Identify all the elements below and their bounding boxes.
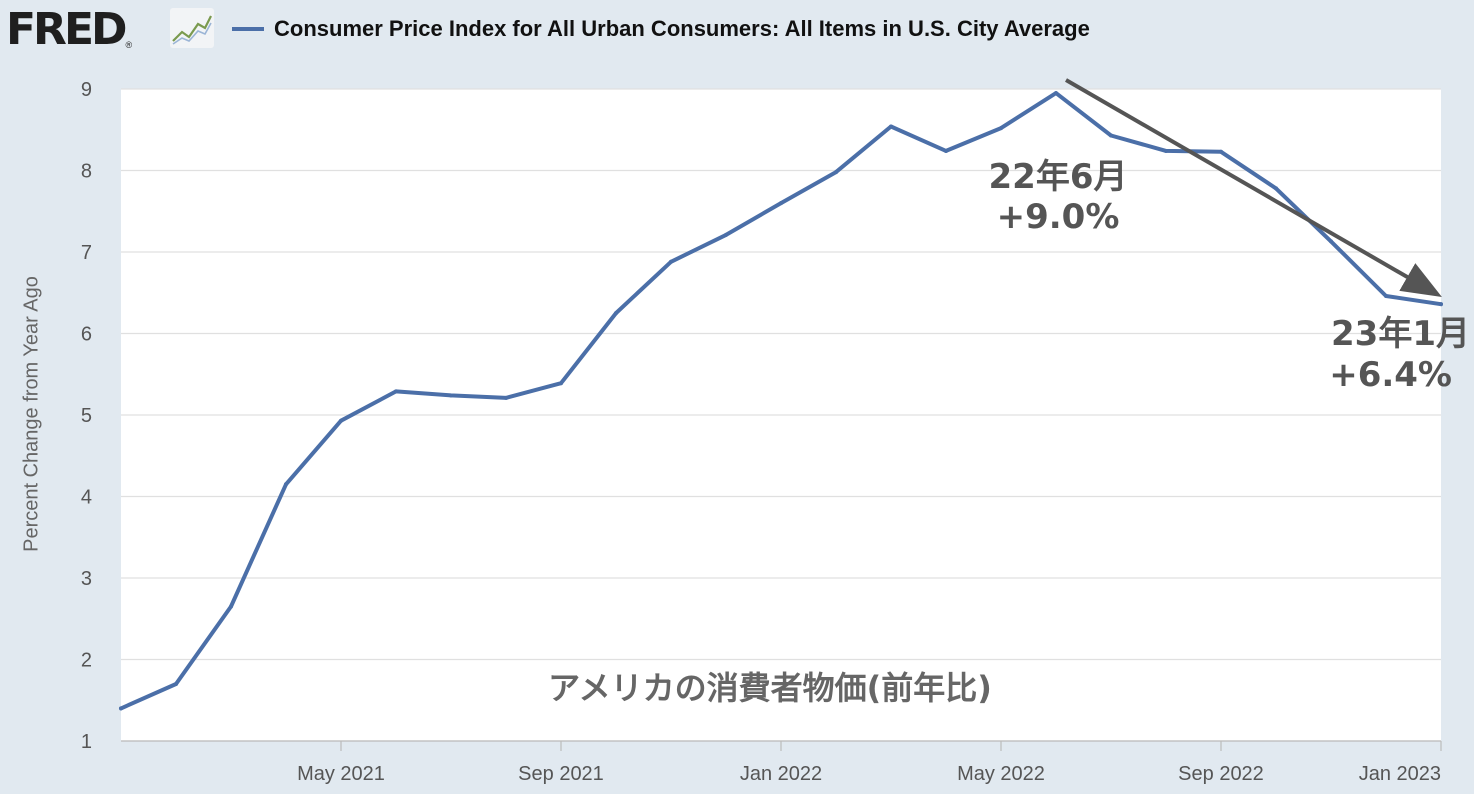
data-point — [669, 259, 673, 264]
chart-title-area: Consumer Price Index for All Urban Consu… — [232, 16, 1090, 42]
data-point — [174, 681, 178, 686]
x-tick-label: Jan 2023 — [1359, 763, 1441, 785]
series-group — [119, 91, 1443, 711]
y-tick-label: 8 — [81, 161, 92, 183]
registered-mark: ® — [125, 40, 133, 50]
data-point — [944, 148, 948, 153]
data-point — [834, 170, 838, 175]
data-point — [1329, 239, 1333, 244]
data-point — [999, 126, 1003, 131]
y-tick-label: 6 — [81, 324, 92, 346]
y-tick-label: 1 — [81, 731, 92, 753]
x-tick-label: Jan 2022 — [740, 763, 822, 785]
y-tick-label: 5 — [81, 405, 92, 427]
annotation-date-peak: 22年6月 — [989, 157, 1128, 197]
data-point — [1439, 302, 1443, 307]
data-point — [1054, 91, 1058, 96]
annotation-date-latest: 23年1月 — [1331, 314, 1470, 354]
x-tick-label: May 2022 — [957, 763, 1045, 785]
x-tick-label: Sep 2021 — [518, 763, 604, 785]
data-point — [229, 604, 233, 609]
data-point — [339, 418, 343, 423]
data-point — [724, 232, 728, 237]
data-point — [449, 393, 453, 398]
fred-logo[interactable]: FRED ® — [6, 6, 132, 52]
fred-logo-text: FRED — [6, 4, 128, 55]
data-point — [1219, 149, 1223, 154]
annotation-value-latest: +6.4% — [1329, 355, 1452, 395]
data-point — [559, 381, 563, 386]
y-tick-label: 2 — [81, 650, 92, 672]
data-point — [614, 311, 618, 316]
x-axis-ticks: May 2021 Sep 2021 Jan 2022 May 2022 Sep 2022… — [121, 740, 1442, 785]
y-tick-label: 7 — [81, 242, 92, 264]
annotation-value-peak: +9.0% — [997, 197, 1120, 237]
y-tick-label: 4 — [81, 487, 92, 509]
data-point — [394, 389, 398, 394]
data-point — [1109, 133, 1113, 138]
data-point — [1274, 186, 1278, 191]
fred-trend-icon — [170, 8, 214, 48]
trend-arrow — [1065, 78, 1442, 297]
data-point — [504, 395, 508, 400]
legend-line-swatch — [232, 27, 264, 31]
y-tick-label: 9 — [81, 79, 92, 101]
chart-title: Consumer Price Index for All Urban Consu… — [274, 16, 1090, 41]
data-point — [119, 706, 123, 711]
annotations-group: 22年6月+9.0% 23年1月+6.4% アメリカの消費者物価(前年比) — [548, 78, 1470, 707]
chart-caption: アメリカの消費者物価(前年比) — [548, 669, 992, 707]
x-tick-label: May 2021 — [297, 763, 385, 785]
data-point — [1384, 294, 1388, 299]
data-point — [284, 482, 288, 487]
y-tick-label: 3 — [81, 568, 92, 590]
data-point — [889, 124, 893, 129]
y-axis-ticks: 1 2 3 4 5 6 7 8 9 — [81, 79, 92, 753]
data-point — [1164, 148, 1168, 153]
data-point — [779, 201, 783, 206]
chart-header: FRED ® Consumer Price Index for All Urba… — [0, 0, 1474, 60]
x-tick-label: Sep 2022 — [1178, 763, 1264, 785]
